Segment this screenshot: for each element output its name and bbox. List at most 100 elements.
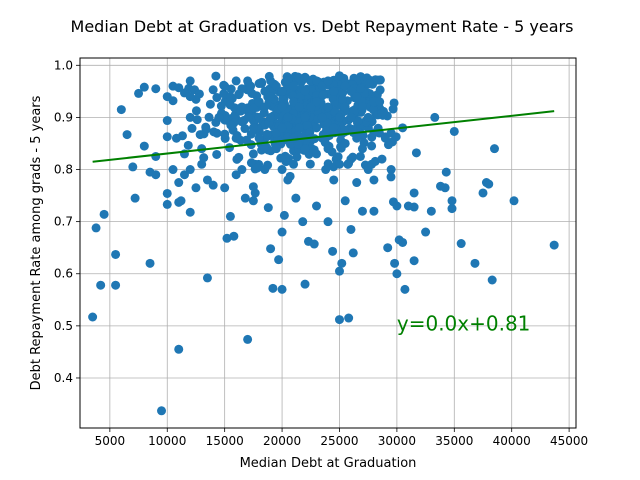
data-point [289, 81, 299, 91]
data-point [352, 133, 362, 143]
data-point [355, 151, 365, 161]
data-point [185, 92, 195, 102]
data-point [277, 284, 287, 294]
data-point [311, 90, 321, 100]
data-point [352, 178, 362, 188]
data-point [234, 152, 244, 162]
data-point [208, 85, 218, 95]
data-point [212, 93, 222, 103]
data-point [162, 199, 172, 209]
data-point [300, 279, 310, 289]
data-point [246, 158, 256, 168]
data-point [298, 217, 308, 227]
data-point [274, 255, 284, 265]
data-point [386, 172, 396, 182]
data-point [318, 90, 328, 100]
data-point [277, 123, 287, 133]
data-point [231, 170, 241, 180]
x-tick-label: 45000 [550, 434, 588, 448]
x-axis-ticks: 5000 10000 15000 20000 25000 30000 35000 40000 4… [95, 428, 588, 448]
data-point [334, 112, 344, 122]
y-tick-label: 1.0 [54, 58, 73, 72]
data-point [489, 144, 499, 154]
data-point [289, 133, 299, 143]
data-point [216, 101, 226, 111]
data-point [151, 84, 161, 94]
x-axis-label: Median Debt at Graduation [240, 456, 417, 471]
data-point [300, 86, 310, 96]
data-point [383, 243, 393, 253]
data-point [226, 120, 236, 130]
data-point [240, 124, 250, 134]
data-point [240, 193, 250, 203]
data-point [277, 227, 287, 237]
data-point [509, 196, 519, 206]
data-point [340, 196, 350, 206]
data-point [364, 79, 374, 89]
data-point [205, 99, 215, 109]
data-point [348, 124, 358, 134]
data-point [323, 144, 333, 154]
data-point [254, 133, 264, 143]
data-point [212, 149, 222, 159]
data-point [367, 159, 377, 169]
data-point [277, 102, 287, 112]
data-point [151, 151, 161, 161]
data-point [248, 196, 258, 206]
data-point [323, 76, 333, 86]
data-point [329, 123, 339, 133]
data-point [353, 116, 363, 126]
data-point [328, 246, 338, 256]
data-point [202, 175, 212, 185]
data-point [268, 283, 278, 293]
data-point [305, 159, 315, 169]
data-point [171, 133, 181, 143]
data-point [321, 165, 331, 175]
data-point [312, 76, 322, 86]
data-point [222, 233, 232, 243]
data-point [192, 115, 202, 125]
data-point [266, 92, 276, 102]
data-point [409, 188, 419, 198]
data-point [111, 249, 121, 259]
data-point [333, 152, 343, 162]
data-point [289, 97, 299, 107]
data-point [248, 182, 258, 192]
data-point [421, 227, 431, 237]
data-point [400, 284, 410, 294]
data-point [237, 165, 247, 175]
data-point [346, 112, 356, 122]
data-point [201, 124, 211, 134]
data-point [329, 86, 339, 96]
data-point [309, 239, 319, 249]
data-point [312, 97, 322, 107]
data-point [478, 188, 488, 198]
data-point [243, 112, 253, 122]
data-point [386, 165, 396, 175]
data-point [162, 188, 172, 198]
data-point [357, 102, 367, 112]
data-point [162, 132, 172, 142]
data-point [369, 206, 379, 216]
data-point [302, 120, 312, 130]
data-point [312, 123, 322, 133]
data-point [130, 193, 140, 203]
data-point [348, 248, 358, 258]
data-point [411, 148, 421, 158]
data-point [346, 224, 356, 234]
data-point [96, 280, 106, 290]
data-point [300, 144, 310, 154]
data-point [176, 196, 186, 206]
data-point [447, 196, 457, 206]
data-point [440, 183, 450, 193]
data-point [231, 133, 241, 143]
data-point [243, 76, 253, 86]
data-point [260, 102, 270, 112]
data-point [334, 71, 344, 81]
data-point [191, 183, 201, 193]
data-point [237, 117, 247, 127]
data-point [202, 273, 212, 283]
data-point [220, 183, 230, 193]
data-point [185, 165, 195, 175]
